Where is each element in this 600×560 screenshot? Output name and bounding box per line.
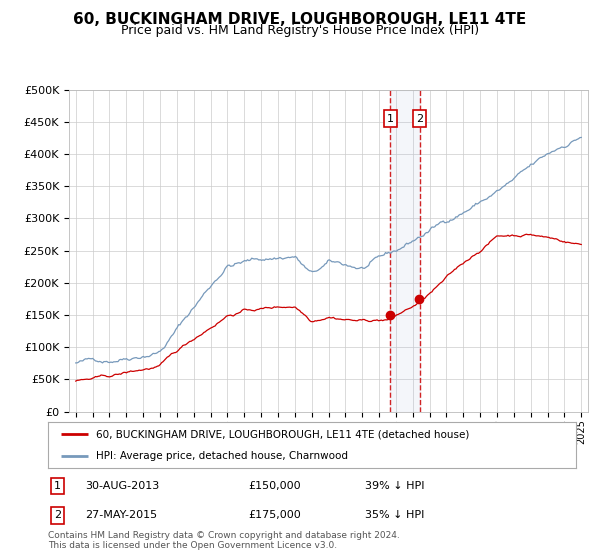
Text: 27-MAY-2015: 27-MAY-2015: [85, 510, 157, 520]
Text: 30-AUG-2013: 30-AUG-2013: [85, 482, 159, 491]
Text: £150,000: £150,000: [248, 482, 301, 491]
Text: 1: 1: [387, 114, 394, 124]
Text: 35% ↓ HPI: 35% ↓ HPI: [365, 510, 424, 520]
Text: 2: 2: [416, 114, 424, 124]
Text: 39% ↓ HPI: 39% ↓ HPI: [365, 482, 424, 491]
Text: 60, BUCKINGHAM DRIVE, LOUGHBOROUGH, LE11 4TE (detached house): 60, BUCKINGHAM DRIVE, LOUGHBOROUGH, LE11…: [95, 429, 469, 439]
Text: Price paid vs. HM Land Registry's House Price Index (HPI): Price paid vs. HM Land Registry's House …: [121, 24, 479, 37]
Text: £175,000: £175,000: [248, 510, 301, 520]
Text: HPI: Average price, detached house, Charnwood: HPI: Average price, detached house, Char…: [95, 451, 347, 461]
Text: Contains HM Land Registry data © Crown copyright and database right 2024.
This d: Contains HM Land Registry data © Crown c…: [48, 531, 400, 550]
Text: 60, BUCKINGHAM DRIVE, LOUGHBOROUGH, LE11 4TE: 60, BUCKINGHAM DRIVE, LOUGHBOROUGH, LE11…: [73, 12, 527, 27]
Text: 2: 2: [54, 510, 61, 520]
Bar: [390, 90, 420, 412]
Text: 1: 1: [54, 482, 61, 491]
